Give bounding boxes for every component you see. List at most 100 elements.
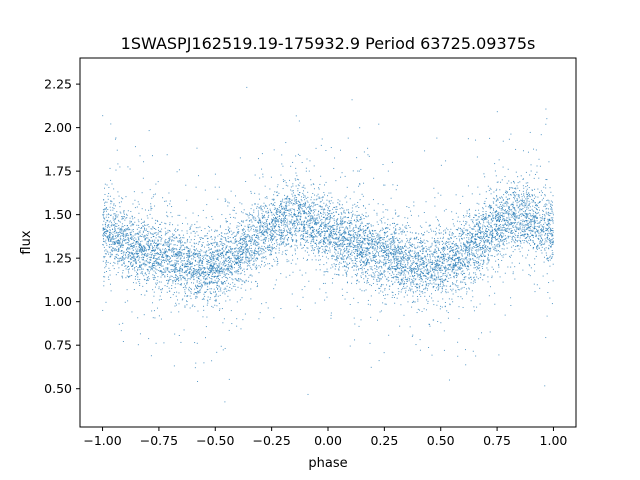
data-point [366, 280, 368, 282]
data-point [456, 280, 458, 282]
data-point [154, 205, 156, 207]
data-point [335, 211, 337, 213]
data-point [108, 186, 110, 188]
data-point [194, 254, 196, 256]
data-point [326, 268, 328, 270]
data-point [216, 229, 218, 231]
data-point [526, 205, 528, 207]
data-point [447, 248, 449, 250]
data-point [506, 247, 508, 249]
data-point [499, 216, 501, 218]
data-point [196, 256, 198, 258]
data-point [348, 248, 350, 250]
data-point [542, 243, 544, 245]
data-point [225, 273, 227, 275]
data-point [202, 271, 204, 273]
data-point [520, 242, 522, 244]
data-point [419, 242, 421, 244]
data-point [266, 224, 268, 226]
data-point [302, 205, 304, 207]
data-point [146, 237, 148, 239]
data-point [254, 203, 256, 205]
data-point [489, 248, 491, 250]
data-point [356, 257, 358, 259]
data-point [546, 315, 548, 317]
data-point [279, 227, 281, 229]
data-point [462, 261, 464, 263]
data-point [153, 310, 155, 312]
data-point [211, 252, 213, 254]
data-point [159, 267, 161, 269]
data-point [235, 247, 237, 249]
data-point [402, 270, 404, 272]
data-point [218, 290, 220, 292]
data-point [158, 247, 160, 249]
data-point [103, 238, 105, 240]
data-point [376, 236, 378, 238]
data-point [175, 228, 177, 230]
data-point [154, 267, 156, 269]
data-point [236, 254, 238, 256]
data-point [504, 235, 506, 237]
data-point [148, 231, 150, 233]
data-point [337, 252, 339, 254]
data-point [428, 248, 430, 250]
data-point [486, 247, 488, 249]
data-point [219, 225, 221, 227]
data-point [344, 269, 346, 271]
data-point [485, 228, 487, 230]
data-point [457, 285, 459, 287]
data-point [364, 237, 366, 239]
data-point [184, 286, 186, 288]
data-point [481, 246, 483, 248]
data-point [415, 291, 417, 293]
data-point [277, 234, 279, 236]
data-point [426, 269, 428, 271]
data-point [261, 212, 263, 214]
data-point [240, 245, 242, 247]
data-point [193, 239, 195, 241]
data-point [303, 196, 305, 198]
data-point [449, 304, 451, 306]
data-point [512, 245, 514, 247]
data-point [267, 216, 269, 218]
data-point [374, 239, 376, 241]
data-point [205, 254, 207, 256]
data-point [314, 194, 316, 196]
data-point [466, 291, 468, 293]
data-point [144, 255, 146, 257]
data-point [395, 277, 397, 279]
data-point [313, 204, 315, 206]
data-point [285, 203, 287, 205]
data-point [527, 182, 529, 184]
data-point [157, 263, 159, 265]
data-point [402, 277, 404, 279]
data-point [335, 206, 337, 208]
data-point [510, 209, 512, 211]
data-point [297, 204, 299, 206]
data-point [529, 223, 531, 225]
data-point [548, 202, 550, 204]
data-point [379, 259, 381, 261]
data-point [446, 280, 448, 282]
data-point [284, 245, 286, 247]
data-point [159, 223, 161, 225]
data-point [400, 231, 402, 233]
data-point [311, 235, 313, 237]
data-point [493, 208, 494, 210]
data-point [268, 204, 270, 206]
data-point [269, 254, 271, 256]
data-point [421, 290, 423, 292]
data-point [241, 257, 243, 259]
data-point [455, 274, 457, 276]
data-point [431, 275, 433, 277]
data-point [341, 288, 343, 290]
data-point [265, 256, 267, 258]
data-point [373, 243, 375, 245]
data-point [312, 217, 314, 219]
data-point [355, 206, 357, 208]
data-point [412, 269, 414, 271]
data-point [503, 239, 505, 241]
data-point [470, 240, 472, 242]
